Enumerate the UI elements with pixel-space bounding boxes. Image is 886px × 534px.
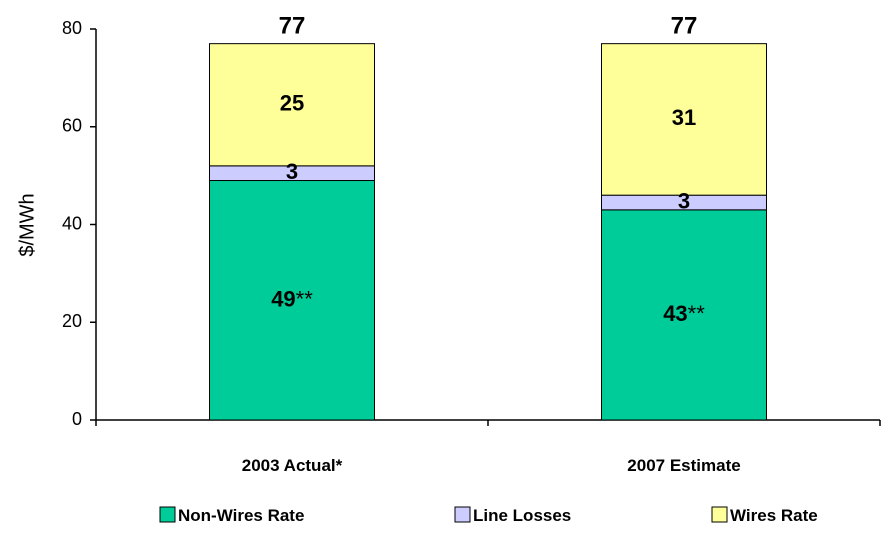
y-tick-label: 80: [62, 18, 82, 38]
bar-segment: [209, 180, 375, 421]
segment-label: 43**: [663, 301, 705, 326]
legend-swatch: [711, 506, 728, 523]
segment-label: 25: [280, 91, 304, 116]
segment-label: 3: [286, 159, 298, 184]
legend: Non-Wires Rate Line Losses Wires Rate: [159, 506, 818, 525]
y-tick-label: 20: [62, 311, 82, 331]
segment-label: 49**: [271, 286, 313, 311]
bar-segment: [209, 43, 375, 167]
legend-label: Wires Rate: [730, 506, 818, 525]
legend-label: Line Losses: [473, 506, 571, 525]
bar-segment: [601, 209, 767, 421]
y-axis-label: $/MWh: [16, 193, 38, 256]
segment-label: 3: [678, 188, 690, 213]
bars: [209, 43, 767, 421]
y-tick-label: 60: [62, 116, 82, 136]
total-label: 77: [279, 13, 306, 40]
total-label: 77: [671, 13, 698, 40]
legend-swatch: [454, 506, 471, 523]
bar-segment: [601, 43, 767, 196]
legend-label: Non-Wires Rate: [178, 506, 304, 525]
category-label: 2007 Estimate: [627, 456, 740, 475]
y-tick-label: 0: [72, 409, 82, 429]
category-label: 2003 Actual*: [242, 456, 343, 475]
legend-swatch: [159, 506, 176, 523]
data-labels: 49** 3 25 77 43** 3 31 77: [271, 13, 705, 326]
segment-label: 31: [672, 105, 696, 130]
y-tick-label: 40: [62, 213, 82, 233]
